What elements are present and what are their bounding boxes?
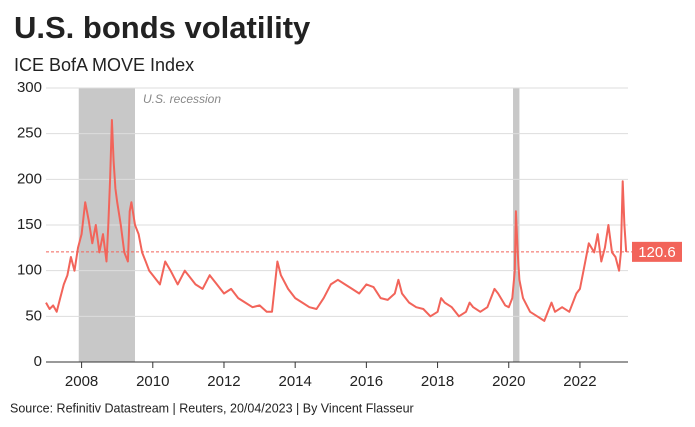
chart-title: U.S. bonds volatility <box>14 10 311 45</box>
y-tick-label: 200 <box>17 170 42 187</box>
x-tick-label: 2014 <box>278 373 311 390</box>
x-tick-label: 2016 <box>350 373 383 390</box>
recession-label: U.S. recession <box>143 92 221 106</box>
y-tick-label: 50 <box>25 307 42 324</box>
y-tick-label: 300 <box>17 79 42 96</box>
y-tick-label: 0 <box>34 353 42 370</box>
chart-subtitle: ICE BofA MOVE Index <box>14 55 194 75</box>
y-tick-label: 100 <box>17 262 42 279</box>
x-tick-label: 2018 <box>421 373 454 390</box>
x-tick-label: 2010 <box>136 373 169 390</box>
x-tick-label: 2022 <box>563 373 596 390</box>
source: Source: Refinitiv Datastream | Reuters, … <box>10 401 414 415</box>
x-tick-label: 2008 <box>65 373 98 390</box>
x-tick-label: 2012 <box>207 373 240 390</box>
last-value-label: 120.6 <box>638 244 676 261</box>
x-tick-label: 2020 <box>492 373 525 390</box>
last-value-box <box>632 241 682 262</box>
y-tick-label: 250 <box>17 125 42 142</box>
series-line <box>45 119 628 322</box>
y-tick-label: 150 <box>17 216 42 233</box>
